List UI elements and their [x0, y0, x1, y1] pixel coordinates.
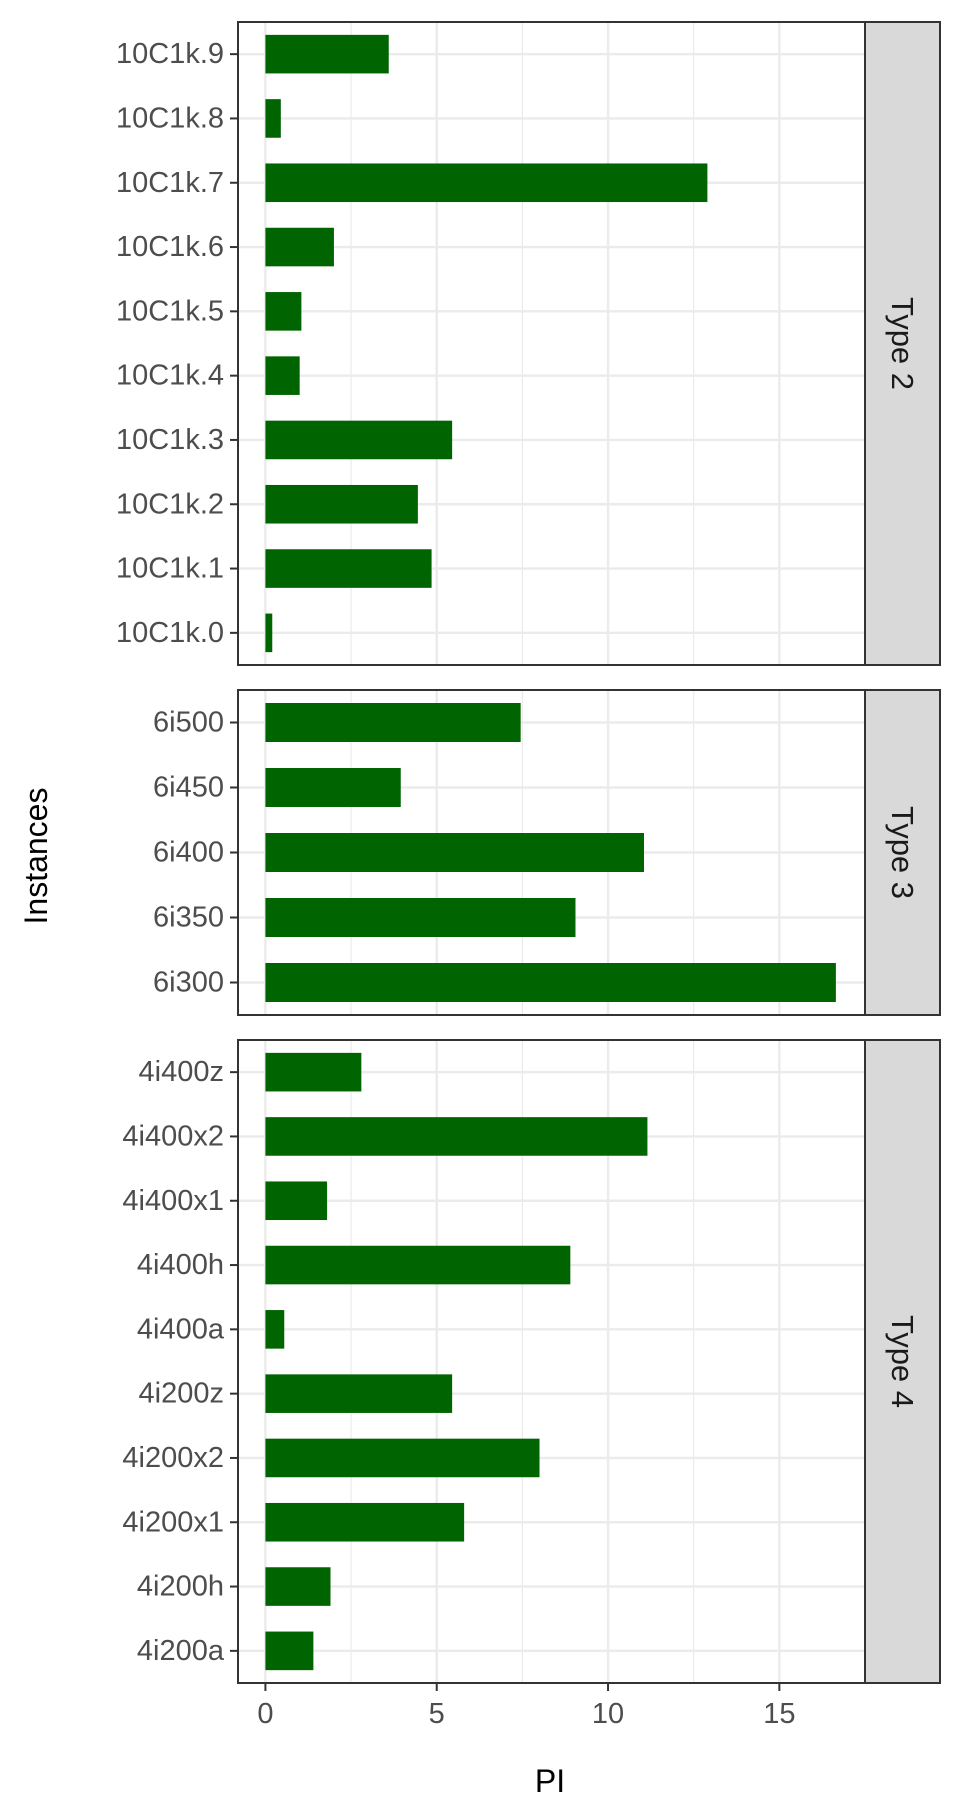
- panel-3: 4i400z 4i400x2 4i400x1 4i400h 4i400a 4i200z 4i…: [122, 1039, 941, 1684]
- facet-strip: [864, 21, 941, 666]
- y-tick-label: 4i200x2: [122, 1442, 224, 1474]
- y-tick-label: 4i200z: [139, 1378, 224, 1410]
- y-axis-title: Instances: [18, 788, 54, 925]
- bar: [265, 549, 432, 588]
- bar: [265, 703, 521, 742]
- y-tick-label: 4i400z: [139, 1056, 224, 1088]
- y-tick-label: 10C1k.7: [116, 167, 224, 199]
- y-tick-label: 10C1k.1: [116, 553, 224, 585]
- y-tick-label: 4i200a: [137, 1635, 225, 1667]
- y-tick-label: 10C1k.3: [116, 424, 224, 456]
- y-tick-label: 10C1k.9: [116, 38, 224, 70]
- y-tick-label: 4i400a: [137, 1313, 225, 1345]
- bar: [265, 484, 418, 524]
- y-tick-label: 6i300: [153, 967, 224, 999]
- y-tick-label: 4i400x2: [122, 1120, 224, 1152]
- x-tick-label: 15: [763, 1698, 795, 1730]
- bar: [265, 898, 576, 937]
- y-tick-label: 10C1k.2: [116, 488, 224, 520]
- y-tick-label: 4i200h: [137, 1571, 224, 1603]
- panel-2: 6i500 6i450 6i400 6i350 6i300 Type 3: [153, 689, 941, 1016]
- x-axis-title: PI: [535, 1763, 565, 1799]
- bar: [265, 1052, 362, 1092]
- y-tick-label: 10C1k.0: [116, 617, 224, 649]
- x-tick-label: 0: [257, 1698, 273, 1730]
- bar: [265, 1567, 331, 1606]
- y-tick-label: 4i200x1: [122, 1506, 224, 1538]
- bar: [265, 613, 273, 653]
- bar: [265, 292, 302, 331]
- x-tick-label: 5: [429, 1698, 445, 1730]
- bar: [265, 34, 389, 74]
- bar: [265, 356, 300, 395]
- bar: [265, 1374, 453, 1413]
- y-tick-label: 6i500: [153, 707, 224, 739]
- y-tick-label: 6i350: [153, 902, 224, 934]
- bar: [265, 768, 401, 807]
- facet-strip: [864, 689, 941, 1016]
- bar: [265, 420, 453, 460]
- y-tick-label: 10C1k.8: [116, 102, 224, 134]
- bar: [265, 227, 334, 267]
- bar: [265, 163, 708, 203]
- bar: [265, 1438, 540, 1478]
- y-tick-label: 10C1k.6: [116, 231, 224, 263]
- bar: [265, 1502, 465, 1542]
- y-tick-label: 6i450: [153, 772, 224, 804]
- bar: [265, 1310, 285, 1349]
- x-tick-label: 10: [592, 1698, 624, 1730]
- bar: [265, 1117, 648, 1156]
- bar: [265, 963, 836, 1002]
- y-tick-label: 6i400: [153, 837, 224, 869]
- facet-strip-label: Type 4: [885, 1315, 920, 1408]
- bar: [265, 833, 645, 872]
- bar: [265, 1245, 571, 1285]
- y-tick-label: 10C1k.4: [116, 360, 224, 392]
- panel-1: 10C1k.9 10C1k.8 10C1k.7 10C1k.6 10C1k.5 10C1k…: [116, 21, 941, 666]
- bar: [265, 99, 281, 138]
- bar: [265, 1181, 328, 1221]
- facet-strip-label: Type 2: [885, 297, 920, 390]
- y-tick-label: 4i400x1: [122, 1185, 224, 1217]
- y-tick-label: 4i400h: [137, 1249, 224, 1281]
- y-tick-label: 10C1k.5: [116, 295, 224, 327]
- facet-strip: [864, 1039, 941, 1684]
- facet-strip-label: Type 3: [885, 806, 920, 899]
- bar: [265, 1631, 314, 1671]
